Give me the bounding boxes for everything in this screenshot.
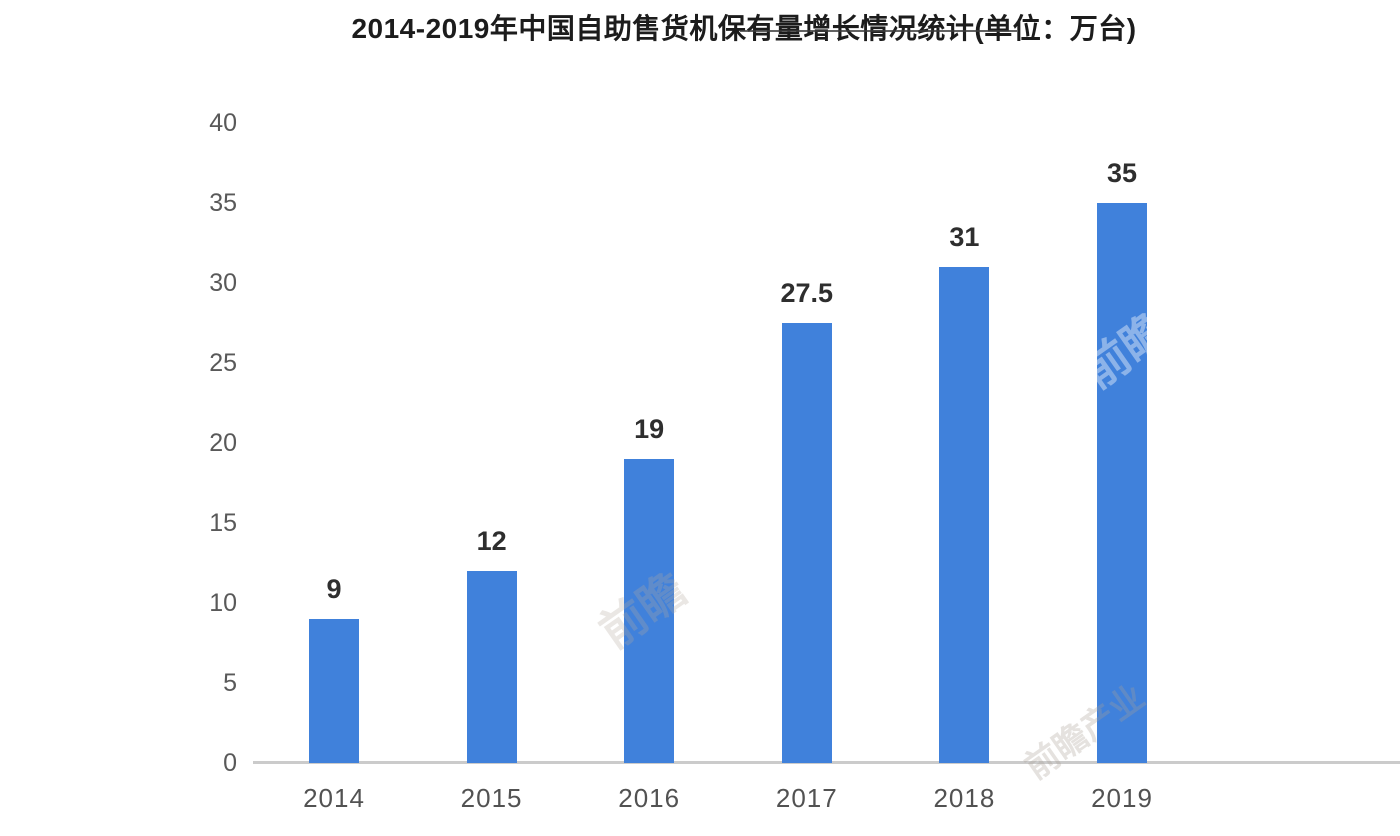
x-axis-category-label-2017: 2017 [775,783,838,813]
bar-2018 [939,267,990,763]
bar-value-label-2019: 35 [1106,158,1138,188]
bar-2014 [309,619,359,763]
x-axis-category-label-2015: 2015 [460,783,523,813]
y-axis-tick-label: 15 [209,509,237,537]
y-axis-tick-label: 25 [209,349,237,377]
bar-2015 [466,571,517,763]
bar-value-label-2017: 27.5 [780,278,834,308]
bar-2017 [781,323,832,763]
bar-2019 [1097,203,1147,763]
y-axis-tick-label: 40 [209,109,237,137]
bar-value-label-2018: 31 [949,222,980,252]
y-axis-tick-label: 0 [223,749,237,777]
bar-value-label-2015: 12 [476,526,507,556]
y-axis-tick-label: 30 [209,269,237,297]
chart-title: 2014-2019年中国自助售货机保有量增长情况统计(单位：万台) [351,13,1137,44]
bar-value-label-2014: 9 [326,574,342,604]
bar-value-label-2016: 19 [634,414,665,444]
x-axis-category-label-2019: 2019 [1091,783,1153,813]
bar-2016 [624,459,675,763]
x-axis-category-label-2018: 2018 [933,783,996,813]
x-axis-category-label-2016: 2016 [618,783,681,813]
y-axis-tick-label: 35 [209,189,237,217]
y-axis-tick-label: 10 [209,589,237,617]
x-axis-category-label-2014: 2014 [303,783,365,813]
y-axis-tick-label: 20 [209,429,237,457]
title-strikethrough-artifact [740,30,1017,32]
y-axis-tick-label: 5 [223,669,237,697]
